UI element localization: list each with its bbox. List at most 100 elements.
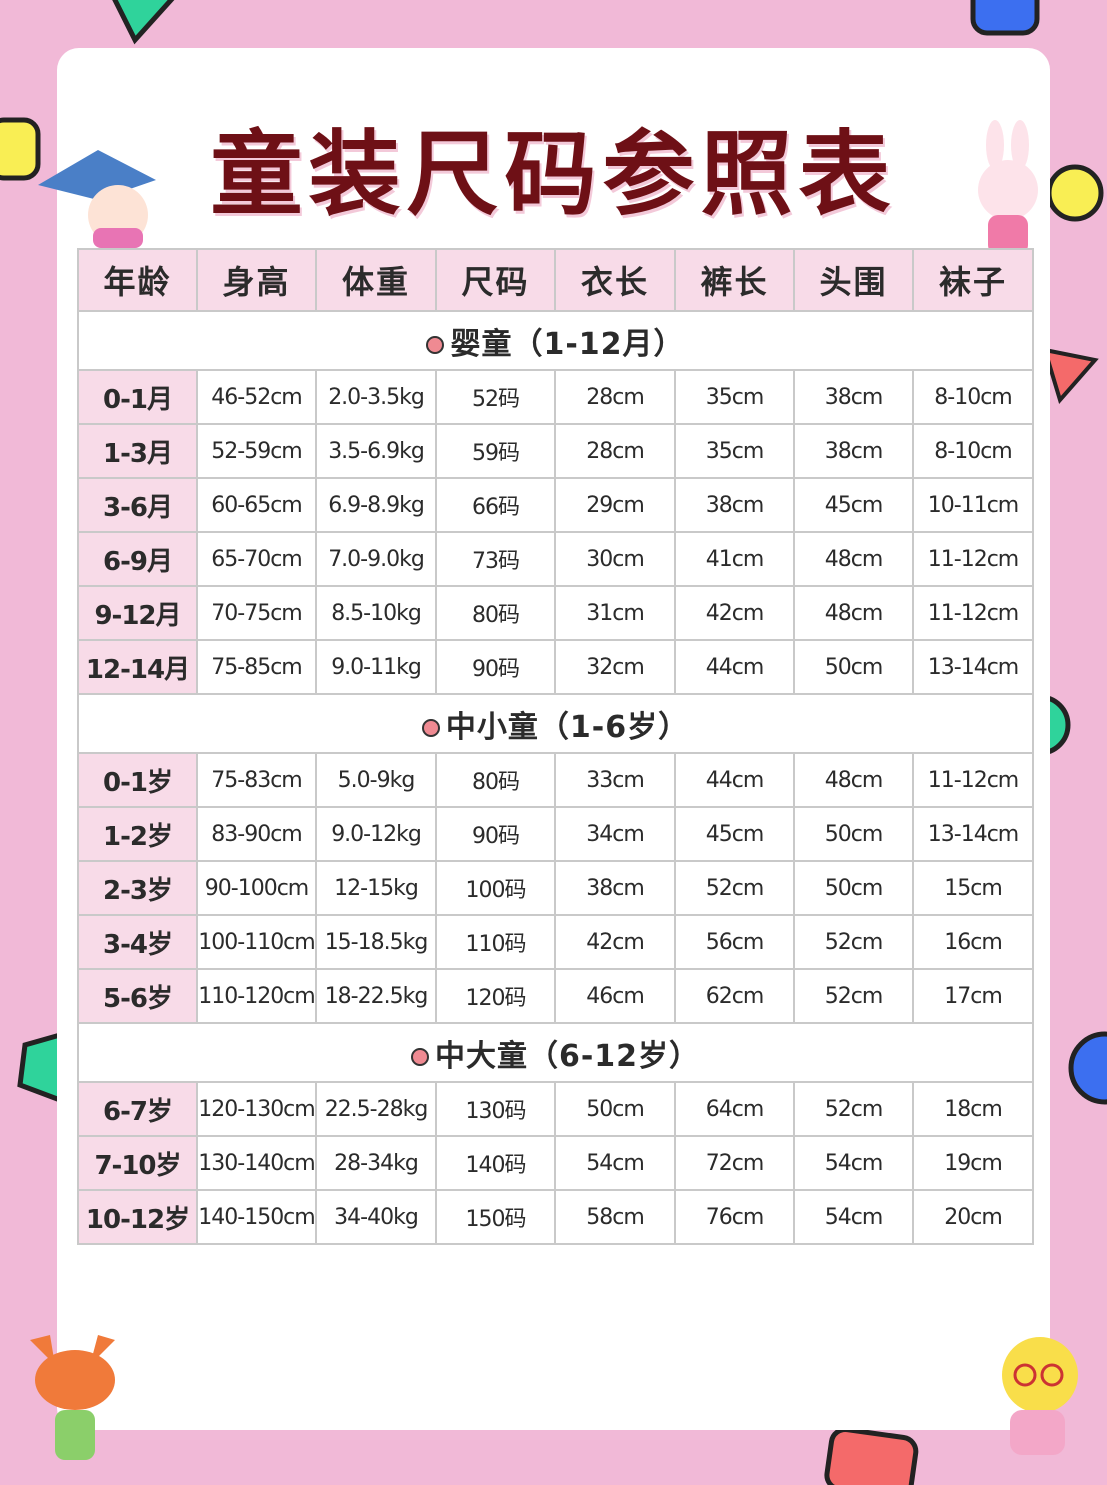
size-table: 年龄 身高 体重 尺码 衣长 裤长 头围 袜子 婴童（1-12月） 0-1月 46-52cm 2.0-… (77, 248, 1034, 1245)
table-cell: 38cm (793, 369, 914, 425)
table-cell: 34-40kg (315, 1189, 437, 1245)
column-header: 体重 (315, 248, 437, 312)
table-cell: 54cm (793, 1135, 914, 1191)
table-cell: 18cm (912, 1081, 1034, 1137)
table-cell: 46cm (554, 968, 676, 1024)
table-cell: 150码 (435, 1189, 556, 1245)
age-cell: 1-3月 (77, 423, 198, 479)
header-row: 年龄 身高 体重 尺码 衣长 裤长 头围 袜子 (77, 248, 1034, 312)
square-shape (970, 0, 1040, 36)
table-cell: 11-12cm (912, 752, 1034, 808)
table-cell: 9.0-11kg (315, 639, 437, 695)
table-row: 3-4岁 100-110cm 15-18.5kg 110码 42cm 56cm 52cm 16… (77, 914, 1034, 970)
table-cell: 52cm (793, 968, 914, 1024)
table-cell: 11-12cm (912, 531, 1034, 587)
table-cell: 10-11cm (912, 477, 1034, 533)
table-row: 6-7岁 120-130cm 22.5-28kg 130码 50cm 64cm 52cm 18… (77, 1081, 1034, 1137)
table-cell: 46-52cm (196, 369, 317, 425)
table-cell: 38cm (674, 477, 795, 533)
table-cell: 54cm (793, 1189, 914, 1245)
table-cell: 76cm (674, 1189, 795, 1245)
table-row: 10-12岁 140-150cm 34-40kg 150码 58cm 76cm 54cm 20… (77, 1189, 1034, 1245)
age-cell: 10-12岁 (77, 1189, 198, 1245)
table-cell: 50cm (793, 860, 914, 916)
table-cell: 48cm (793, 531, 914, 587)
table-row: 0-1月 46-52cm 2.0-3.5kg 52码 28cm 35cm 38cm 8-10c… (77, 369, 1034, 425)
section-header-row: 婴童（1-12月） (77, 310, 1034, 371)
age-cell: 0-1岁 (77, 752, 198, 808)
section-header: 婴童（1-12月） (77, 310, 1034, 371)
table-cell: 35cm (674, 423, 795, 479)
table-cell: 7.0-9.0kg (315, 531, 437, 587)
age-cell: 7-10岁 (77, 1135, 198, 1191)
table-cell: 70-75cm (196, 585, 317, 641)
table-cell: 54cm (554, 1135, 676, 1191)
table-cell: 44cm (674, 752, 795, 808)
table-cell: 62cm (674, 968, 795, 1024)
table-cell: 35cm (674, 369, 795, 425)
column-header: 年龄 (77, 248, 198, 312)
age-cell: 0-1月 (77, 369, 198, 425)
table-row: 3-6月 60-65cm 6.9-8.9kg 66码 29cm 38cm 45cm 10-11… (77, 477, 1034, 533)
table-cell: 8-10cm (912, 423, 1034, 479)
table-cell: 100-110cm (196, 914, 317, 970)
table-cell: 42cm (554, 914, 676, 970)
table-cell: 29cm (554, 477, 676, 533)
section-label: 中小童（1-6岁） (445, 709, 690, 745)
fox-mascot (30, 1335, 115, 1460)
bullet-dot-icon (426, 336, 445, 354)
table-cell: 50cm (554, 1081, 676, 1137)
table-cell: 52cm (793, 914, 914, 970)
table-cell: 33cm (554, 752, 676, 808)
age-cell: 6-9月 (77, 531, 198, 587)
triangle-shape (1042, 347, 1099, 405)
section-header: 中小童（1-6岁） (77, 693, 1034, 754)
table-cell: 9.0-12kg (315, 806, 437, 862)
table-cell: 140-150cm (196, 1189, 317, 1245)
chick-mascot (1002, 1337, 1078, 1455)
table-cell: 31cm (554, 585, 676, 641)
section-header: 中大童（6-12岁） (77, 1022, 1034, 1083)
page-title: 童装尺码参照表 (210, 121, 897, 228)
table-cell: 15cm (912, 860, 1034, 916)
table-cell: 52码 (435, 369, 556, 425)
table-cell: 140码 (435, 1135, 556, 1191)
table-cell: 58cm (554, 1189, 676, 1245)
table-cell: 80码 (435, 585, 556, 641)
table-cell: 130码 (435, 1081, 556, 1137)
bullet-dot-icon (421, 719, 440, 737)
table-cell: 100码 (435, 860, 556, 916)
table-cell: 12-15kg (315, 860, 437, 916)
age-cell: 9-12月 (77, 585, 198, 641)
table-cell: 80码 (435, 752, 556, 808)
table-cell: 16cm (912, 914, 1034, 970)
table-cell: 48cm (793, 585, 914, 641)
table-cell: 42cm (674, 585, 795, 641)
table-cell: 18-22.5kg (315, 968, 437, 1024)
table-cell: 130-140cm (196, 1135, 317, 1191)
table-row: 5-6岁 110-120cm 18-22.5kg 120码 46cm 62cm 52cm 17… (77, 968, 1034, 1024)
table-cell: 120码 (435, 968, 556, 1024)
table-cell: 34cm (554, 806, 676, 862)
table-row: 2-3岁 90-100cm 12-15kg 100码 38cm 52cm 50cm 15cm (77, 860, 1034, 916)
age-cell: 5-6岁 (77, 968, 198, 1024)
bullet-dot-icon (410, 1048, 429, 1066)
table-cell: 90码 (435, 806, 556, 862)
table-cell: 52-59cm (196, 423, 317, 479)
table-cell: 90-100cm (196, 860, 317, 916)
table-cell: 50cm (793, 806, 914, 862)
table-row: 1-2岁 83-90cm 9.0-12kg 90码 34cm 45cm 50cm 13-14c… (77, 806, 1034, 862)
column-header: 裤长 (674, 248, 795, 312)
table-cell: 22.5-28kg (315, 1081, 437, 1137)
table-cell: 56cm (674, 914, 795, 970)
table-cell: 73码 (435, 531, 556, 587)
girl-mascot (38, 150, 156, 248)
column-header: 身高 (196, 248, 317, 312)
table-cell: 17cm (912, 968, 1034, 1024)
square-shape (0, 117, 41, 181)
table-cell: 28cm (554, 423, 676, 479)
circle-shape (1068, 1031, 1107, 1105)
table-cell: 83-90cm (196, 806, 317, 862)
table-cell: 13-14cm (912, 806, 1034, 862)
table-row: 7-10岁 130-140cm 28-34kg 140码 54cm 72cm 54cm 19c… (77, 1135, 1034, 1191)
